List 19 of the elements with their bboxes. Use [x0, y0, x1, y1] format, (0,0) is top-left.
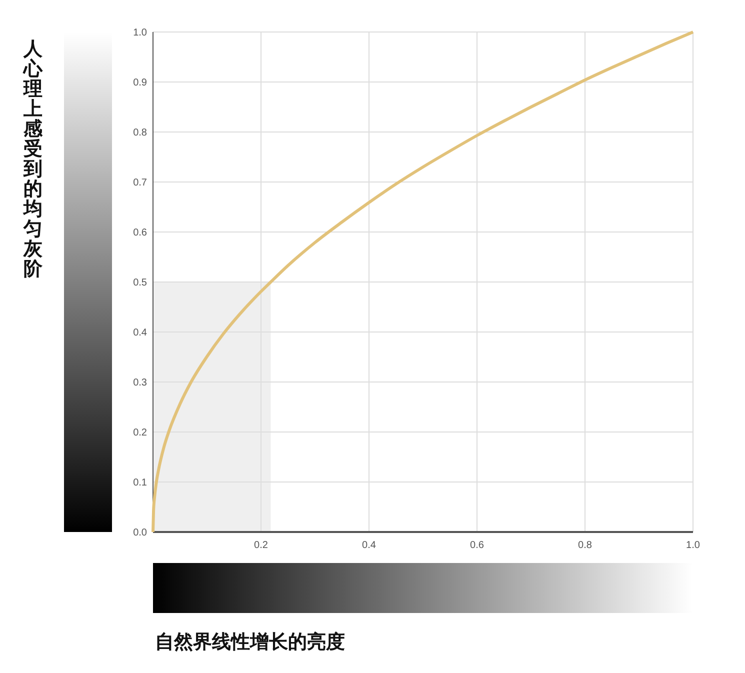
y-tick-label: 0.4: [133, 328, 148, 338]
y-tick-label: 1.0: [133, 28, 148, 38]
x-axis-title: 自然界线性增长的亮度: [155, 631, 345, 653]
text: 人心理上感受到的均匀灰阶: [24, 39, 42, 280]
y-tick-label: 0.1: [133, 478, 148, 488]
y-tick-label: 0.2: [133, 428, 148, 438]
y-tick-label: 0.6: [133, 228, 148, 238]
y-tick-label: 0.8: [133, 128, 148, 138]
x-tick-label: 0.2: [254, 540, 268, 551]
y-tick-label: 0.9: [133, 78, 148, 88]
x-tick-label: 1.0: [686, 540, 700, 551]
y-tick-label: 0.5: [133, 278, 148, 288]
y-tick-label: 0.3: [133, 378, 148, 388]
line-series: [152, 30, 694, 534]
y-tick-label: 0.7: [133, 178, 148, 188]
x-tick-label: 0.6: [470, 540, 484, 551]
x-tick-label: 0.8: [578, 540, 592, 551]
y-tick-label: 0.0: [133, 528, 148, 538]
x-tick-label: 0.4: [362, 540, 376, 551]
